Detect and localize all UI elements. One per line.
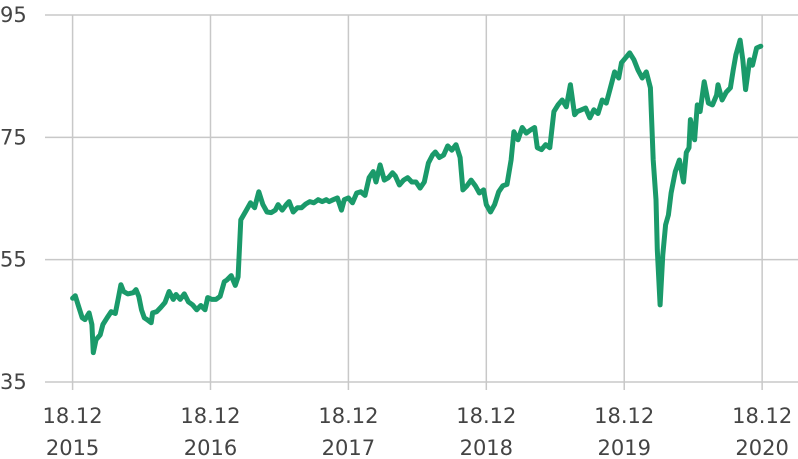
x-tick-label-line: 2018 [460, 436, 513, 459]
y-tick-label: 55 [0, 248, 27, 272]
x-tick-label-line: 18.12 [180, 404, 240, 428]
x-tick-label: 18.12 2016 [180, 404, 240, 459]
x-tick-label-line: 18.12 [43, 404, 103, 428]
x-tick-label: 18.12 2015 [43, 404, 103, 459]
x-tick-label: 18.12 2017 [318, 404, 378, 459]
y-tick-label: 75 [0, 125, 27, 149]
x-tick-label-line: 18.12 [456, 404, 516, 428]
x-tick-label-line: 2019 [598, 436, 651, 459]
y-tick-label: 35 [0, 370, 27, 394]
x-tick-label-line: 2020 [735, 436, 788, 459]
x-tick-label-line: 18.12 [594, 404, 654, 428]
x-tick-label: 18.12 2019 [594, 404, 654, 459]
x-tick-label-line: 2015 [46, 436, 99, 459]
data-line [70, 37, 764, 356]
x-tick-label: 18.12 2018 [456, 404, 516, 459]
x-tick-label-line: 2017 [322, 436, 375, 459]
x-tick-label: 18.12 2020 [732, 404, 792, 459]
x-tick-label-line: 2016 [184, 436, 237, 459]
x-tick-label-line: 18.12 [732, 404, 792, 428]
y-tick-label: 95 [0, 3, 27, 27]
x-tick-label-line: 18.12 [318, 404, 378, 428]
